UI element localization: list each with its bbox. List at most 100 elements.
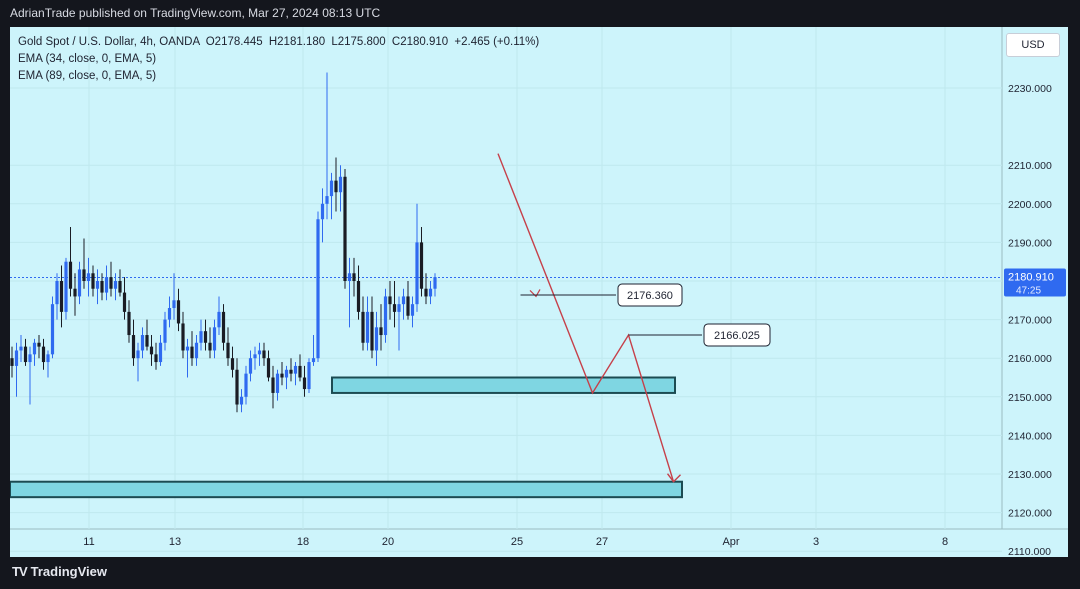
candle-body[interactable] [59,281,64,312]
candle-body[interactable] [244,373,248,397]
candle-body[interactable] [199,331,203,343]
candle-body[interactable] [320,203,325,220]
chart-area[interactable]: 2230.0002210.0002200.0002190.0002180.000… [10,27,1068,557]
candle-body[interactable] [428,288,433,297]
candle-body[interactable] [266,358,271,378]
candle-body[interactable] [136,350,140,359]
candle-body[interactable] [307,362,311,390]
candle-body[interactable] [127,311,131,336]
candle-body[interactable] [230,358,235,370]
ema1-legend-row[interactable]: EMA (34, close, 0, EMA, 5) [18,53,157,65]
candle-body[interactable] [374,327,379,351]
candle-body[interactable] [194,342,199,359]
candle-body[interactable] [316,219,320,359]
candle-body[interactable] [37,342,41,347]
candle-body[interactable] [226,342,230,359]
candle-body[interactable] [284,369,289,378]
candle-body[interactable] [19,346,23,351]
candle-body[interactable] [212,327,217,351]
candle-body[interactable] [325,196,329,204]
candle-body[interactable] [289,369,293,374]
candle-body[interactable] [352,273,356,281]
candle-body[interactable] [82,269,86,281]
candle-body[interactable] [145,335,149,347]
candle-body[interactable] [73,288,77,297]
candle-body[interactable] [77,269,82,297]
candle-body[interactable] [68,261,73,289]
candle-body[interactable] [32,342,37,355]
candle-body[interactable] [55,281,59,305]
candle-body[interactable] [415,242,419,305]
candle-body[interactable] [347,273,352,281]
candle-body[interactable] [167,308,172,320]
candle-body[interactable] [248,358,253,374]
candle-body[interactable] [181,323,185,351]
currency-button[interactable]: USD [1006,33,1060,57]
last-price-tag[interactable] [1004,268,1066,297]
candle-body[interactable] [379,327,383,336]
support-zone-lower[interactable] [10,480,683,499]
candle-body[interactable] [203,331,208,343]
candle-body[interactable] [334,180,338,193]
candle-body[interactable] [392,304,397,312]
candle-body[interactable] [149,346,154,355]
candle-body[interactable] [190,346,194,359]
candle-body[interactable] [176,300,181,324]
tradingview-brand[interactable]: TV TradingView [12,564,107,579]
candle-body[interactable] [185,346,190,351]
ema2-legend-row[interactable]: EMA (89, close, 0, EMA, 5) [18,70,157,82]
candle-body[interactable] [311,358,316,363]
annotation-box[interactable] [703,323,771,347]
candle-body[interactable] [95,281,100,289]
candle-body[interactable] [370,311,374,351]
candle-body[interactable] [10,358,14,366]
price-chart[interactable]: 2230.0002210.0002200.0002190.0002180.000… [10,27,1068,557]
candle-body[interactable] [118,281,122,293]
candle-body[interactable] [302,377,307,390]
candle-body[interactable] [86,273,91,281]
candle-body[interactable] [172,300,176,309]
candle-body[interactable] [41,346,46,363]
candle-body[interactable] [343,176,347,281]
candle-body[interactable] [406,296,410,316]
candle-body[interactable] [131,335,136,359]
candle-body[interactable] [235,369,239,405]
candle-body[interactable] [424,288,428,297]
annotation-box[interactable] [617,283,683,307]
candle-body[interactable] [329,180,334,197]
candle-body[interactable] [163,319,167,343]
candle-body[interactable] [361,311,365,343]
candle-body[interactable] [383,296,388,336]
projection-path[interactable] [497,153,675,482]
candle-body[interactable] [100,281,104,293]
support-zone-upper[interactable] [331,376,676,394]
candle-body[interactable] [239,396,244,405]
candle-body[interactable] [433,277,437,289]
candle-body[interactable] [338,176,343,193]
candle-body[interactable] [158,342,163,363]
candle-body[interactable] [122,292,127,312]
candle-body[interactable] [46,354,50,363]
candle-body[interactable] [91,273,95,289]
candle-body[interactable] [64,261,68,312]
candle-body[interactable] [365,311,370,343]
candle-body[interactable] [104,277,109,293]
candle-body[interactable] [419,242,424,289]
candle-body[interactable] [275,373,280,393]
candle-body[interactable] [217,311,221,328]
candle-body[interactable] [397,304,401,312]
candle-body[interactable] [293,365,298,374]
candle-body[interactable] [14,350,19,366]
candle-body[interactable] [154,354,158,363]
candle-body[interactable] [271,377,275,393]
candle-body[interactable] [280,373,284,378]
candle-body[interactable] [388,296,392,305]
candle-body[interactable] [401,296,406,305]
candle-body[interactable] [109,277,113,289]
candle-body[interactable] [28,354,32,363]
symbol-legend-row[interactable]: Gold Spot / U.S. Dollar, 4h, OANDA O2178… [18,34,539,51]
candle-body[interactable] [140,335,145,351]
candle-body[interactable] [23,346,28,363]
candle-body[interactable] [113,281,118,289]
candle-body[interactable] [262,350,266,359]
